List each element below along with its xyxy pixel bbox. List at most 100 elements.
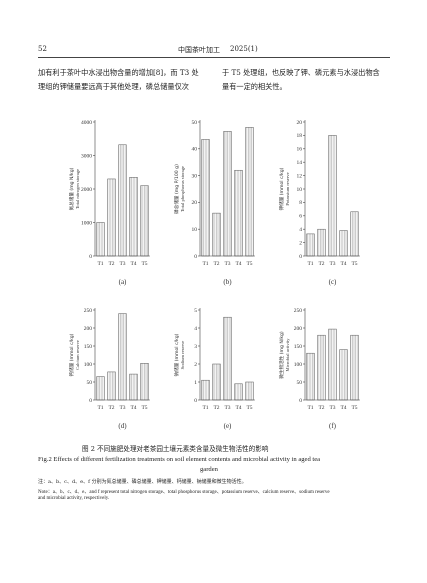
y-tick-label: 3000 bbox=[81, 153, 92, 159]
note-en: Note：a、b、c、d、e、and f represent total nit… bbox=[38, 490, 330, 495]
x-tick-label: T5 bbox=[141, 405, 147, 411]
bar bbox=[212, 363, 221, 401]
y-tick-label: 0 bbox=[89, 254, 92, 260]
y-axis-label-en: Total phosphorus storage bbox=[180, 166, 185, 212]
x-tick-label: T5 bbox=[246, 261, 252, 267]
bar bbox=[234, 383, 243, 401]
y-tick-label: 50 bbox=[192, 120, 198, 126]
y-tick-label: 10 bbox=[192, 227, 198, 233]
y-tick-label: 200 bbox=[84, 326, 93, 332]
bar bbox=[201, 379, 210, 401]
x-tick-label: T2 bbox=[318, 405, 324, 411]
bar bbox=[245, 381, 254, 401]
y-axis-label: 微生物活性 (mg N/kg) bbox=[278, 331, 285, 379]
panel-label: (e) bbox=[224, 422, 232, 430]
y-tick-label: 16 bbox=[297, 147, 303, 153]
y-tick-label: 0 bbox=[299, 398, 302, 404]
x-tick-label: T3 bbox=[224, 405, 230, 411]
page-number: 52 bbox=[38, 45, 47, 53]
panel-label: (d) bbox=[118, 422, 127, 430]
x-tick-label: T2 bbox=[108, 405, 114, 411]
bar bbox=[223, 316, 232, 401]
caption-zh: 图 2 不同施肥处理对老茶园土壤元素类含量及微生物活性的影响 bbox=[82, 445, 269, 453]
bar bbox=[234, 169, 243, 257]
note-en: and microbial activity, respectively. bbox=[38, 496, 110, 501]
x-tick-label: T4 bbox=[340, 405, 346, 411]
y-tick-label: 2 bbox=[194, 362, 197, 368]
note-zh: 注：a、b、c、d、e、f 分别为氮总储量、磷总储量、钾储量、钙储量、钠储量和微… bbox=[38, 479, 247, 485]
x-tick-label: T1 bbox=[97, 261, 103, 267]
y-tick-label: 100 bbox=[294, 362, 303, 368]
x-tick-label: T4 bbox=[130, 405, 136, 411]
x-tick-label: T3 bbox=[329, 261, 335, 267]
bar bbox=[201, 139, 210, 257]
y-axis-label-en: Sodium reserve bbox=[180, 341, 185, 370]
y-tick-label: 1000 bbox=[81, 220, 92, 226]
y-axis-label-en: Calcium reserve bbox=[75, 340, 80, 370]
x-tick-label: T5 bbox=[246, 405, 252, 411]
x-tick-label: T5 bbox=[351, 405, 357, 411]
x-tick-label: T4 bbox=[130, 261, 136, 267]
bar bbox=[118, 144, 127, 257]
y-axis-label: 氮总储量 (mg N/kg) bbox=[68, 167, 75, 210]
y-tick-label: 4000 bbox=[81, 120, 92, 126]
bar bbox=[350, 334, 359, 401]
y-tick-label: 2 bbox=[299, 240, 302, 246]
y-tick-label: 20 bbox=[192, 200, 198, 206]
x-tick-label: T2 bbox=[108, 261, 114, 267]
y-tick-label: 150 bbox=[84, 344, 93, 350]
y-axis-label: 钠储量 (mmol c/kg) bbox=[173, 333, 180, 376]
y-tick-label: 2000 bbox=[81, 187, 92, 193]
x-tick-label: T1 bbox=[307, 261, 313, 267]
y-axis-label-en: Microbial activity bbox=[285, 338, 290, 372]
bar bbox=[306, 233, 315, 257]
bar bbox=[118, 313, 127, 401]
bar bbox=[129, 373, 138, 401]
panel-label: (a) bbox=[119, 278, 127, 286]
x-tick-label: T2 bbox=[318, 261, 324, 267]
bar bbox=[129, 177, 138, 257]
y-axis-label-en: Total nitrogen storage bbox=[75, 169, 80, 209]
y-tick-label: 8 bbox=[299, 200, 302, 206]
bar bbox=[140, 185, 149, 257]
y-tick-label: 0 bbox=[299, 254, 302, 260]
x-tick-label: T4 bbox=[340, 261, 346, 267]
x-tick-label: T4 bbox=[235, 405, 241, 411]
bar bbox=[328, 135, 337, 257]
caption-en: garden bbox=[200, 466, 218, 473]
x-tick-label: T4 bbox=[235, 261, 241, 267]
x-tick-label: T1 bbox=[97, 405, 103, 411]
x-tick-label: T3 bbox=[119, 405, 125, 411]
header-rule bbox=[38, 57, 390, 58]
y-tick-label: 50 bbox=[297, 380, 303, 386]
bar bbox=[339, 230, 348, 257]
y-tick-label: 10 bbox=[297, 187, 303, 193]
journal-name: 中国茶叶加工 bbox=[178, 46, 220, 54]
y-tick-label: 0 bbox=[194, 254, 197, 260]
panel-label: (c) bbox=[329, 278, 337, 286]
y-tick-label: 30 bbox=[192, 173, 198, 179]
bar bbox=[328, 328, 337, 401]
y-tick-label: 250 bbox=[294, 308, 303, 314]
y-tick-label: 200 bbox=[294, 326, 303, 332]
issue: 2025(1) bbox=[230, 45, 258, 53]
bar bbox=[107, 178, 116, 257]
bar bbox=[317, 334, 326, 401]
y-tick-label: 14 bbox=[297, 160, 303, 166]
y-tick-label: 20 bbox=[297, 120, 303, 126]
panel-label: (b) bbox=[223, 278, 232, 286]
y-axis-label: 磷总储量 (mg P/100 g) bbox=[173, 164, 180, 214]
bar bbox=[96, 222, 105, 257]
bar bbox=[96, 376, 105, 401]
x-tick-label: T5 bbox=[141, 261, 147, 267]
body-line: 于 T5 处理组，也反映了钾、磷元素与水浸出物含 bbox=[222, 68, 380, 77]
y-tick-label: 250 bbox=[84, 308, 93, 314]
y-tick-label: 50 bbox=[87, 380, 93, 386]
bar bbox=[317, 228, 326, 257]
x-tick-label: T3 bbox=[224, 261, 230, 267]
y-tick-label: 4 bbox=[299, 227, 302, 233]
y-axis-label: 钾储量 (mmol c/kg) bbox=[278, 167, 285, 210]
x-tick-label: T3 bbox=[329, 405, 335, 411]
bar bbox=[223, 131, 232, 257]
